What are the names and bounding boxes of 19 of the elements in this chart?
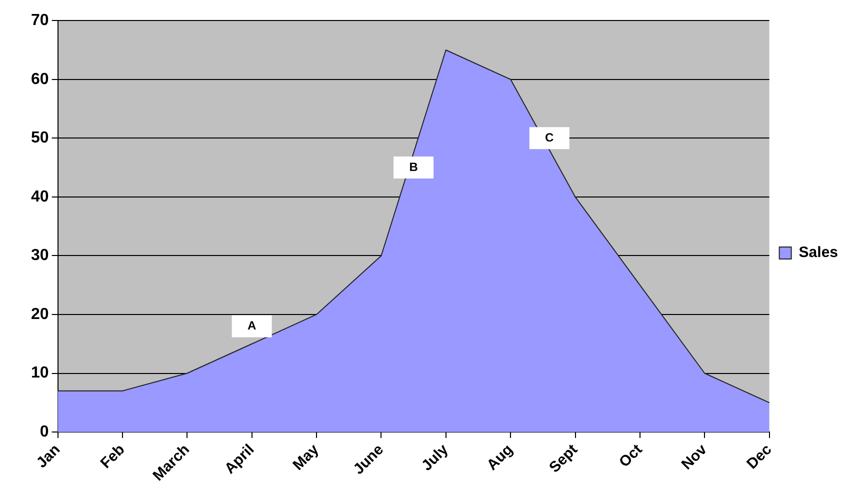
x-tick-label: Feb — [97, 441, 128, 472]
x-tick-label: Jan — [33, 441, 64, 472]
annotation: B — [409, 160, 418, 174]
y-tick-label: 50 — [31, 130, 49, 147]
y-tick-label: 30 — [31, 247, 49, 264]
y-tick-label: 60 — [31, 70, 49, 88]
y-tick-label: 20 — [31, 306, 49, 323]
y-tick-label: 10 — [31, 364, 49, 382]
x-tick-label: Dec — [744, 441, 776, 473]
x-tick-label: July — [418, 440, 452, 474]
x-tick-label: Oct — [616, 441, 646, 471]
annotation: C — [545, 130, 554, 144]
x-tick-label: Nov — [678, 440, 711, 474]
annotation: A — [248, 318, 257, 333]
legend-label: Sales — [798, 244, 838, 262]
x-tick-label: Aug — [484, 441, 516, 474]
y-tick-label: 70 — [31, 12, 49, 30]
y-tick-label: 0 — [40, 423, 49, 440]
y-tick-label: 40 — [31, 188, 49, 206]
